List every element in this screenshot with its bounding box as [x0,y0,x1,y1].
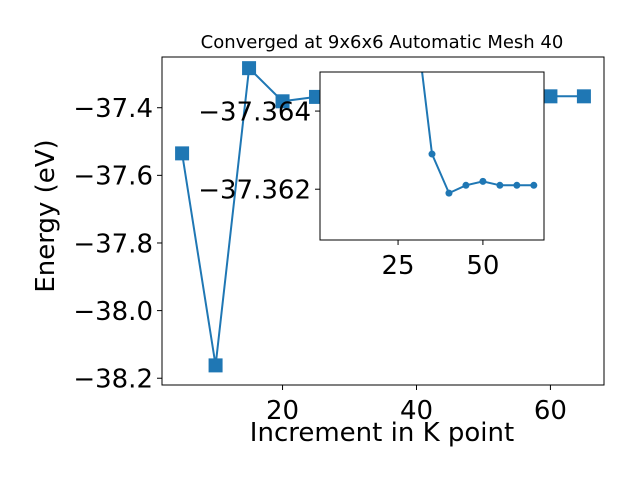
chart-title: Converged at 9x6x6 Automatic Mesh 40 [201,32,564,53]
main-data-point [208,358,223,373]
main-y-tick-label: −38.0 [73,297,153,327]
inset-data-point [462,181,470,189]
inset-data-point [445,189,453,197]
main-data-point [242,61,257,76]
inset-plot: 25 50 −37.364 −37.362 [198,10,545,281]
inset-data-point [530,181,538,189]
inset-data-point [479,177,487,185]
main-y-tick-label: −37.6 [73,162,153,192]
inset-data-layer [412,10,538,197]
main-data-point [275,94,290,109]
main-data-point [175,146,190,161]
main-data-point [543,89,558,104]
inset-y-tick-label: −37.362 [198,176,311,206]
main-x-tick-label: 40 [400,396,433,426]
inset-data-point [428,150,436,158]
inset-data-point [496,181,504,189]
inset-x-tick-label: 50 [466,251,499,281]
inset-data-point [412,10,419,17]
x-axis-label: Increment in K point [250,418,514,448]
main-data-point [576,89,591,104]
y-axis-label: Energy (eV) [31,139,61,292]
inset-y-tick-label: −37.364 [198,97,311,127]
inset-x-tick-label: 25 [382,251,415,281]
main-frame [161,56,605,386]
inset-data-point [513,181,521,189]
main-x-tick-label: 60 [534,396,567,426]
inset-frame [319,71,545,241]
main-x-tick-label: 20 [266,396,299,426]
main-y-tick-label: −37.8 [73,229,153,259]
main-y-tick-label: −37.4 [73,94,153,124]
main-y-tick-label: −38.2 [73,365,153,395]
